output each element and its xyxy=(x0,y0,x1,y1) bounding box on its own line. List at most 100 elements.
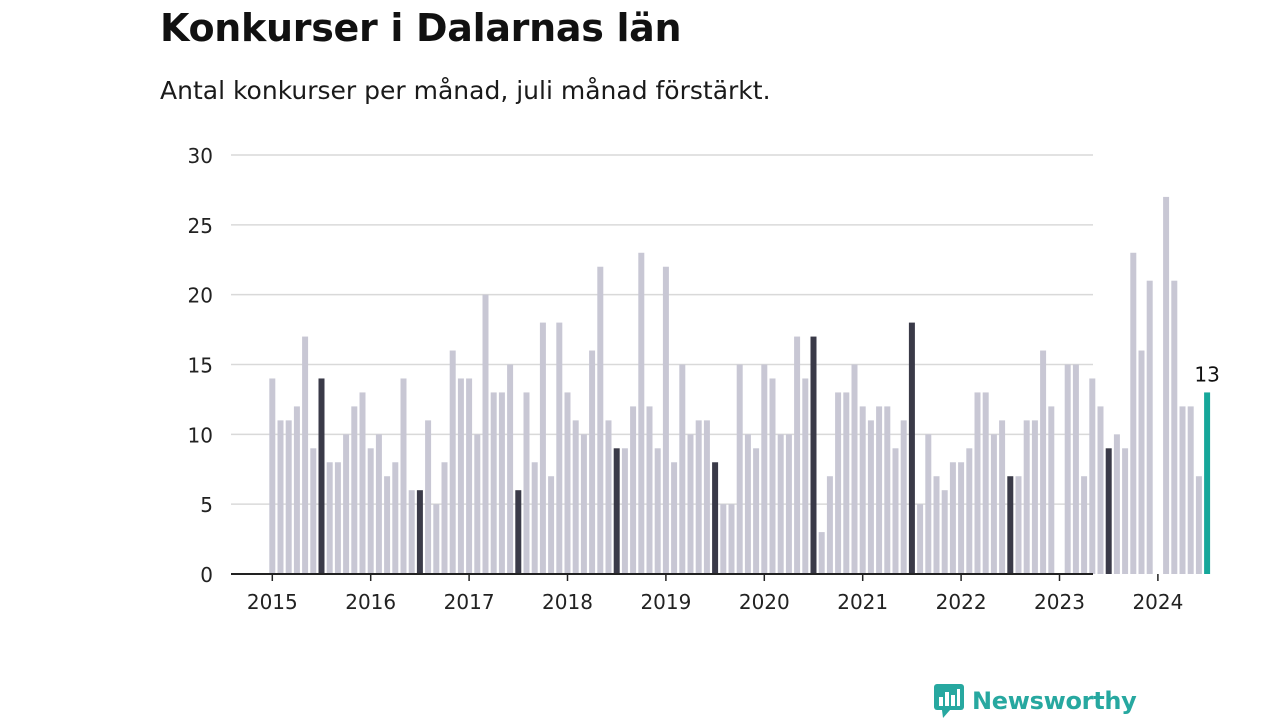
bar xyxy=(507,364,514,574)
bar xyxy=(433,504,440,574)
bar xyxy=(679,364,686,574)
chart-title: Konkurser i Dalarnas län xyxy=(160,6,682,50)
bar xyxy=(1138,350,1145,574)
bar xyxy=(482,294,489,574)
bar xyxy=(974,392,981,574)
bar xyxy=(654,448,661,574)
chart-subtitle: Antal konkurser per månad, juli månad fö… xyxy=(160,76,771,105)
latest-value-label: 13 xyxy=(1194,362,1219,386)
bar xyxy=(408,490,415,574)
bar xyxy=(720,504,727,574)
bar xyxy=(1195,476,1202,574)
bar xyxy=(851,364,858,574)
bar xyxy=(302,336,309,574)
bar xyxy=(941,490,948,574)
brand-name: Newsworthy xyxy=(972,687,1137,715)
bar xyxy=(1072,364,1079,574)
newsworthy-logo-icon xyxy=(934,684,964,718)
bar xyxy=(671,462,678,574)
x-tick-label: 2024 xyxy=(1132,590,1183,614)
bar xyxy=(867,420,874,574)
bar xyxy=(1113,434,1120,574)
bar xyxy=(564,392,571,574)
x-tick-label: 2015 xyxy=(247,590,298,614)
bar xyxy=(884,406,891,574)
bar xyxy=(269,378,276,574)
bar xyxy=(712,462,719,574)
bar xyxy=(293,406,300,574)
bar xyxy=(392,462,399,574)
bar xyxy=(1040,350,1047,574)
x-tick-label: 2021 xyxy=(837,590,888,614)
bar xyxy=(966,448,973,574)
bar xyxy=(589,350,596,574)
bar xyxy=(1015,476,1022,574)
bar xyxy=(769,378,776,574)
x-tick-label: 2017 xyxy=(444,590,495,614)
bar xyxy=(1171,280,1178,574)
bar xyxy=(580,434,587,574)
bar xyxy=(548,476,555,574)
bar xyxy=(810,336,817,574)
bar xyxy=(539,322,546,574)
bar xyxy=(892,448,899,574)
bar xyxy=(1146,280,1153,574)
bar xyxy=(1097,406,1104,574)
bar xyxy=(802,378,809,574)
bar xyxy=(490,392,497,574)
bar xyxy=(958,462,965,574)
bar xyxy=(728,504,735,574)
x-tick-label: 2019 xyxy=(640,590,691,614)
bar xyxy=(425,420,432,574)
bar xyxy=(1023,420,1030,574)
bar xyxy=(523,392,530,574)
bar xyxy=(826,476,833,574)
bar xyxy=(646,406,653,574)
bar xyxy=(744,434,751,574)
bar xyxy=(900,420,907,574)
bar xyxy=(630,406,637,574)
brand-logo: Newsworthy xyxy=(934,684,1137,718)
bar xyxy=(703,420,710,574)
bar xyxy=(761,364,768,574)
bar xyxy=(498,392,505,574)
bar xyxy=(917,504,924,574)
bar xyxy=(1130,252,1137,574)
y-tick-label: 20 xyxy=(188,284,213,308)
bar xyxy=(990,434,997,574)
y-tick-label: 30 xyxy=(188,144,213,168)
bar xyxy=(556,322,563,574)
bar xyxy=(949,462,956,574)
y-tick-label: 15 xyxy=(188,354,213,378)
bar xyxy=(753,448,760,574)
y-tick-label: 0 xyxy=(200,563,213,587)
bar xyxy=(343,434,350,574)
bar xyxy=(384,476,391,574)
bar xyxy=(638,252,645,574)
y-tick-label: 25 xyxy=(188,214,213,238)
bar xyxy=(416,490,423,574)
bar xyxy=(1122,448,1129,574)
bar xyxy=(621,448,628,574)
bar xyxy=(613,448,620,574)
bar xyxy=(1187,406,1194,574)
y-tick-label: 5 xyxy=(200,493,213,517)
bar xyxy=(982,392,989,574)
bar xyxy=(794,336,801,574)
bar xyxy=(515,490,522,574)
bar xyxy=(351,406,358,574)
bar xyxy=(310,448,317,574)
bar xyxy=(876,406,883,574)
bar xyxy=(818,532,825,574)
bar xyxy=(466,378,473,574)
bar xyxy=(1064,364,1071,574)
bar xyxy=(375,434,382,574)
bar xyxy=(999,420,1006,574)
bar xyxy=(605,420,612,574)
x-tick-label: 2016 xyxy=(345,590,396,614)
bar xyxy=(1179,406,1186,574)
bar xyxy=(843,392,850,574)
bar xyxy=(334,462,341,574)
bar xyxy=(777,434,784,574)
bar xyxy=(785,434,792,574)
